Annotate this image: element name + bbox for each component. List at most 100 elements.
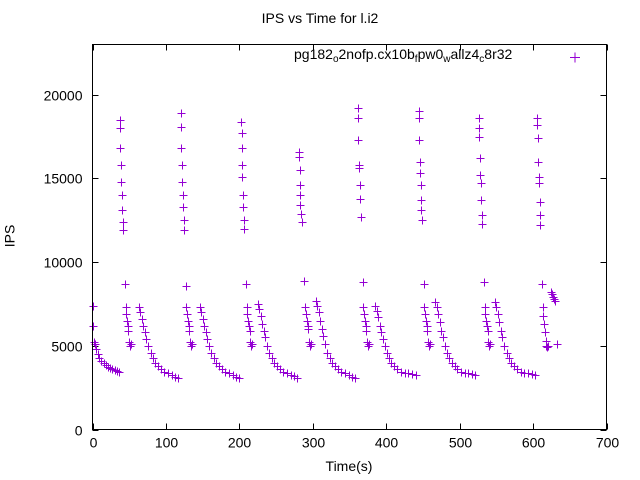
data-point [476, 154, 485, 163]
legend-part: 2nofp.cx10b [338, 46, 415, 62]
data-point [536, 221, 545, 230]
data-point [373, 307, 382, 316]
data-point [126, 342, 135, 351]
data-point [417, 196, 426, 205]
data-points [89, 104, 562, 383]
axis-ticks: 0 100 200 300 400 500 600 700 0 5000 10000 15000 200… [44, 44, 620, 451]
data-point [119, 218, 128, 227]
chart-title: IPS vs Time for l.i2 [261, 10, 379, 26]
data-point [475, 114, 484, 123]
y-tick-label: 10000 [44, 255, 83, 271]
data-point [178, 178, 187, 187]
data-point [481, 303, 490, 312]
data-point [89, 302, 98, 311]
legend-part: pg182 [294, 46, 333, 62]
data-point [244, 317, 253, 326]
data-point [505, 354, 514, 363]
data-point [313, 302, 322, 311]
data-point [111, 366, 120, 375]
data-point [268, 354, 277, 363]
data-point [142, 335, 151, 344]
x-tick-label: 600 [522, 435, 546, 451]
legend-sub: o [332, 54, 339, 65]
data-point [497, 327, 506, 336]
data-point [431, 298, 440, 307]
data-point [553, 340, 562, 349]
data-point [179, 203, 188, 212]
data-point [445, 354, 454, 363]
data-point [182, 303, 191, 312]
data-point [296, 201, 305, 210]
data-point [434, 310, 443, 319]
data-point [185, 327, 194, 336]
data-point [207, 349, 216, 358]
data-point [480, 278, 489, 287]
data-point [417, 181, 426, 190]
data-point [359, 303, 368, 312]
data-point [184, 317, 193, 326]
data-point [304, 325, 313, 334]
data-point [202, 328, 211, 337]
data-point [503, 349, 512, 358]
data-point [196, 303, 205, 312]
data-point [261, 333, 270, 342]
x-tick-label: 100 [155, 435, 179, 451]
data-point [187, 342, 196, 351]
data-point [360, 310, 369, 319]
data-point [541, 328, 550, 337]
data-point [239, 203, 248, 212]
data-point [443, 349, 452, 358]
data-point [242, 280, 251, 289]
data-point [417, 206, 426, 215]
data-point [122, 303, 131, 312]
data-point [326, 354, 335, 363]
data-point [359, 278, 368, 287]
data-point [500, 342, 509, 351]
data-point [547, 288, 556, 297]
data-point [316, 317, 325, 326]
data-point [371, 302, 380, 311]
data-point [246, 338, 255, 347]
data-point [421, 310, 430, 319]
data-point [385, 354, 394, 363]
data-point [254, 300, 263, 309]
x-tick-label: 700 [596, 435, 620, 451]
data-point [483, 322, 492, 331]
data-point [494, 310, 503, 319]
data-point [482, 317, 491, 326]
data-point [485, 342, 494, 351]
data-point [238, 144, 247, 153]
data-point [100, 359, 109, 368]
x-tick-label: 200 [228, 435, 252, 451]
data-point [298, 218, 307, 227]
data-point [539, 312, 548, 321]
data-point [89, 322, 98, 331]
legend-part: pw0 [417, 46, 444, 62]
data-point [549, 293, 558, 302]
data-point [544, 342, 553, 351]
data-point [477, 196, 486, 205]
data-point [475, 124, 484, 133]
data-point [255, 305, 264, 314]
data-point [476, 171, 485, 180]
data-point [246, 327, 255, 336]
data-point [248, 340, 257, 349]
data-point [239, 191, 248, 200]
data-point [379, 335, 388, 344]
data-point [423, 327, 432, 336]
data-point [243, 303, 252, 312]
data-point [478, 220, 487, 229]
data-point [464, 369, 473, 378]
data-point [296, 191, 305, 200]
data-point [257, 312, 266, 321]
data-point [534, 134, 543, 143]
data-point [422, 317, 431, 326]
data-point [127, 340, 136, 349]
data-point [416, 158, 425, 167]
data-point [495, 318, 504, 327]
data-point [536, 211, 545, 220]
data-point [416, 169, 425, 178]
data-point [238, 129, 247, 138]
data-point [106, 364, 115, 373]
